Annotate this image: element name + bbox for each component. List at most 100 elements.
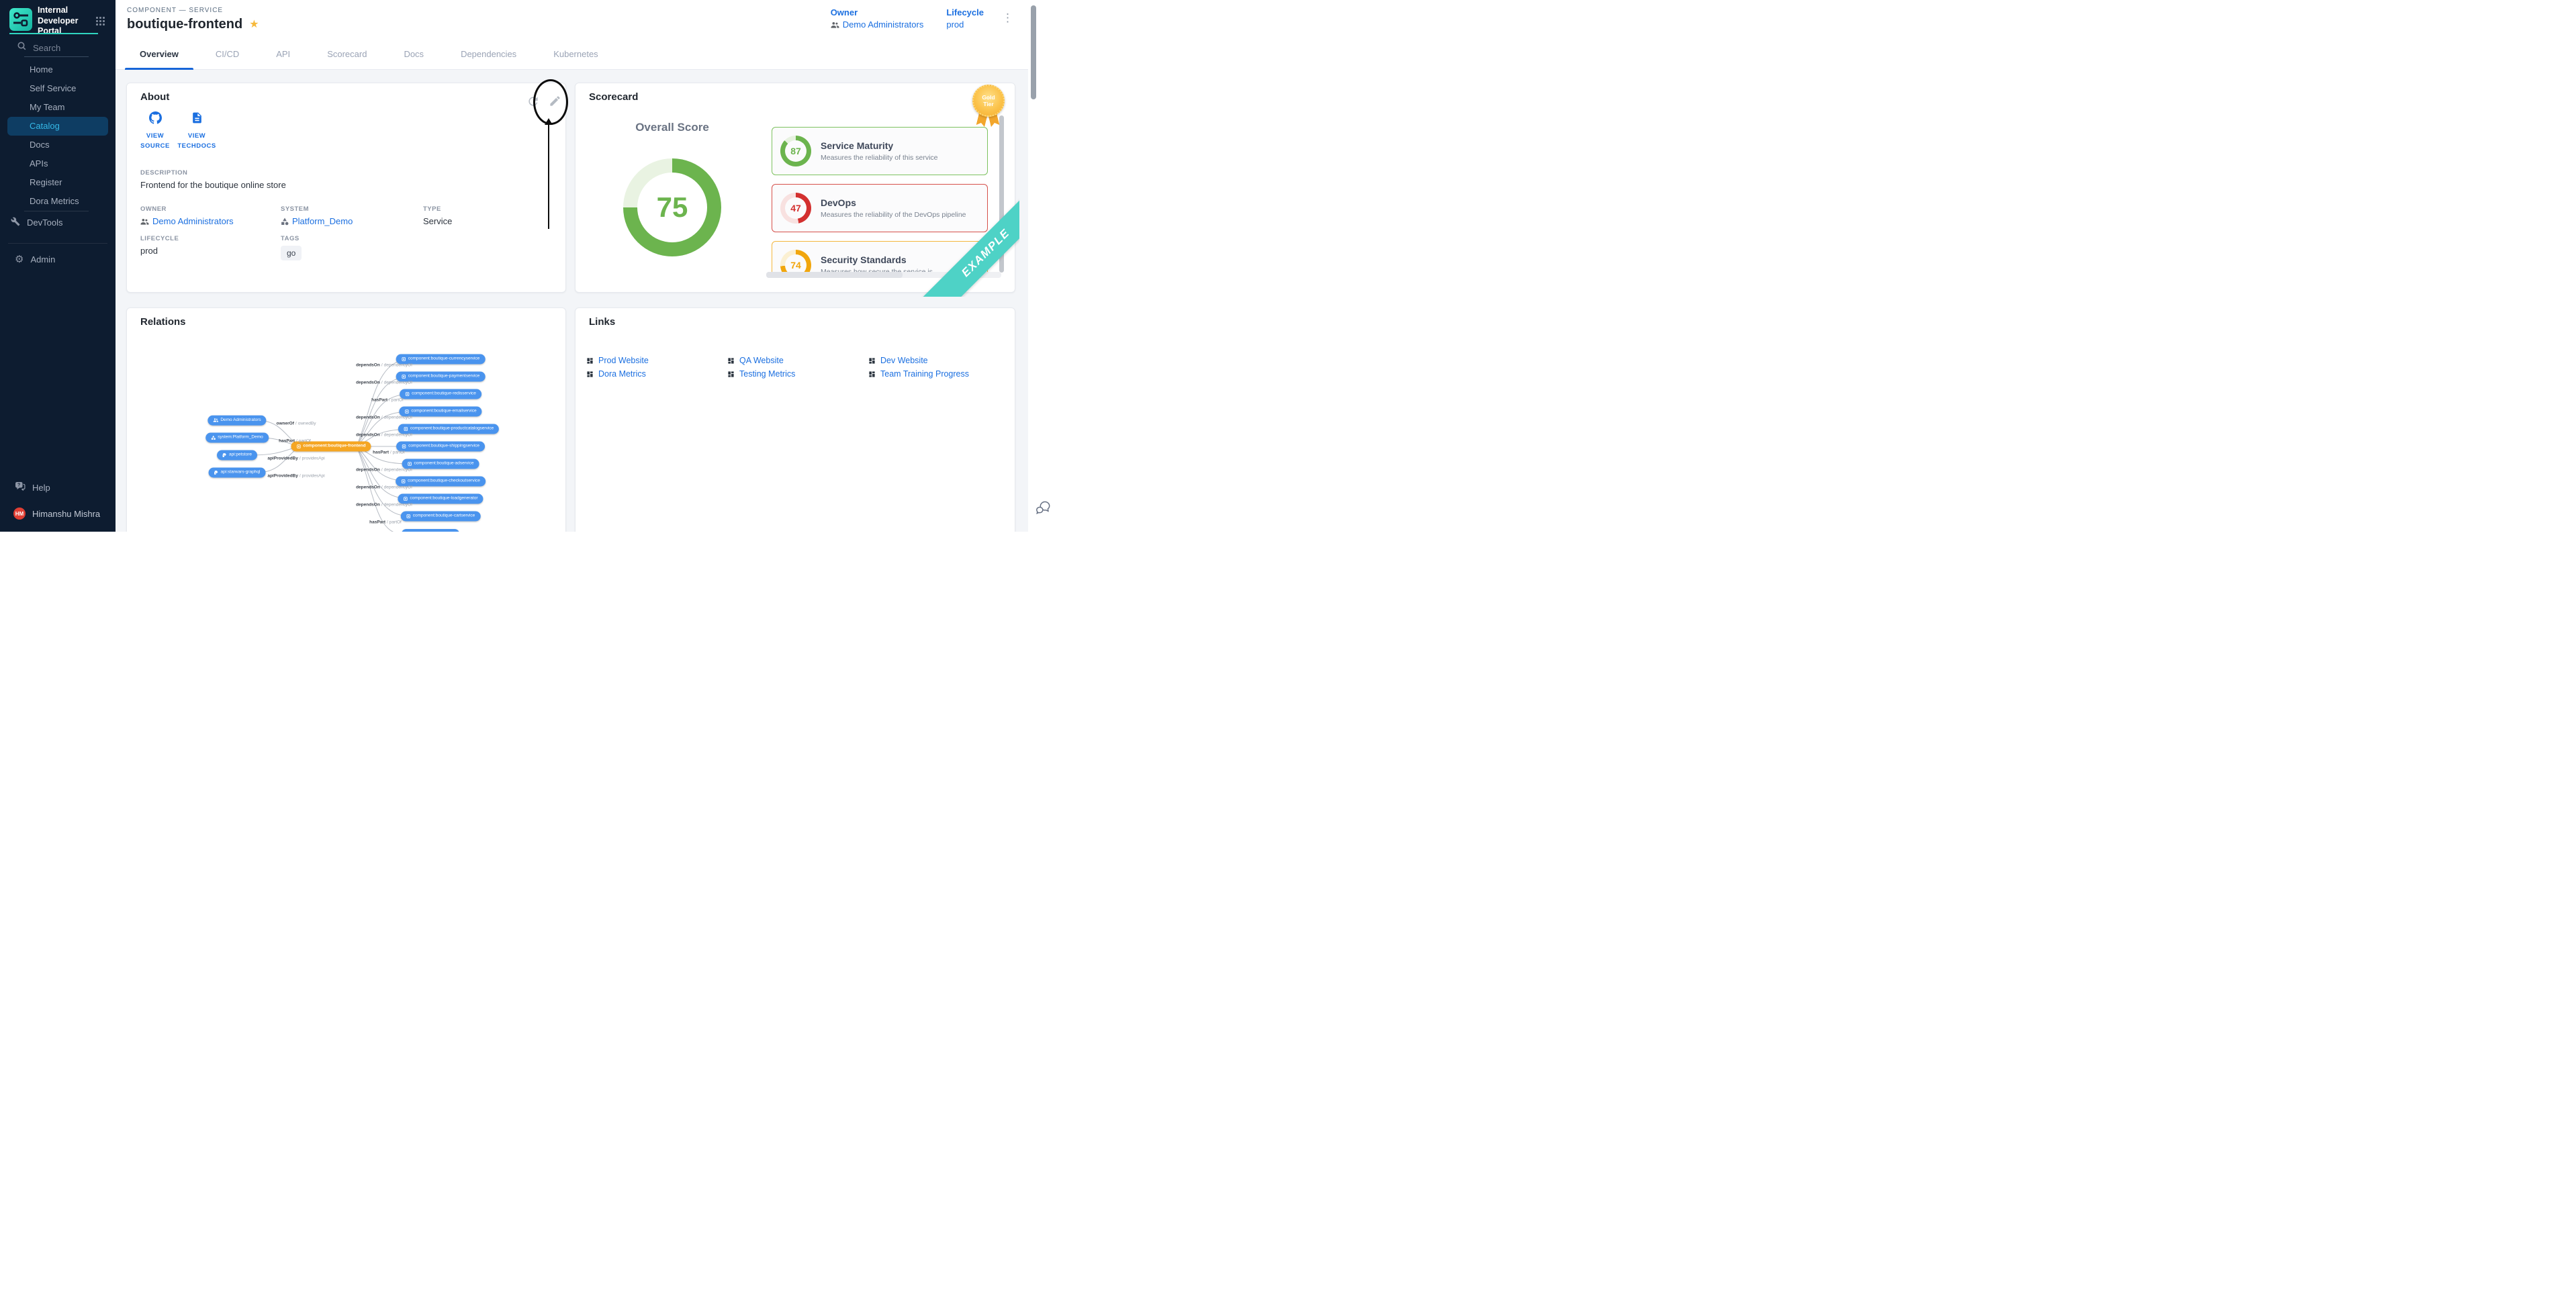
sidebar-item-docs[interactable]: Docs bbox=[0, 136, 116, 154]
edge-label: hasPart/partOf bbox=[371, 398, 404, 403]
admin-label: Admin bbox=[30, 254, 55, 264]
system-field-link[interactable]: Platform_Demo bbox=[281, 216, 353, 226]
graph-node-api-petstore[interactable]: api:petstore bbox=[217, 450, 257, 461]
view-techdocs-label: VIEW TECHDOCS bbox=[175, 131, 218, 151]
api-puzzle-icon bbox=[214, 471, 219, 475]
search-input[interactable] bbox=[32, 42, 92, 54]
link-dev-website[interactable]: Dev Website bbox=[868, 356, 1009, 365]
breadcrumb: COMPONENT — SERVICE bbox=[127, 7, 223, 14]
view-source-link[interactable]: VIEW SOURCE bbox=[134, 111, 177, 151]
sidebar-item-admin[interactable]: ⚙ Admin bbox=[0, 250, 116, 269]
tab-overview[interactable]: Overview bbox=[125, 38, 193, 69]
dashboard-icon bbox=[868, 357, 876, 365]
sidebar-item-self-service[interactable]: Self Service bbox=[0, 79, 116, 98]
graph-node-productcatalogservice[interactable]: component:boutique-productcatalogservice bbox=[398, 424, 499, 434]
sidebar-item-my-team[interactable]: My Team bbox=[0, 98, 116, 117]
gold-tier-medal: Gold Tier bbox=[972, 85, 1005, 117]
metric-name: DevOps bbox=[821, 197, 966, 208]
component-chip-icon bbox=[296, 444, 301, 449]
view-techdocs-link[interactable]: VIEW TECHDOCS bbox=[175, 111, 218, 151]
sidebar-item-help[interactable]: ? Help bbox=[0, 478, 116, 497]
search-row[interactable] bbox=[17, 42, 98, 54]
dashboard-icon bbox=[586, 371, 594, 378]
metric-card-security-standards[interactable]: 74 Security Standards Measures how secur… bbox=[772, 241, 988, 272]
dashboard-icon bbox=[727, 357, 735, 365]
sidebar-item-dora-metrics[interactable]: Dora Metrics bbox=[0, 192, 116, 211]
apps-grid-icon[interactable] bbox=[95, 16, 105, 26]
favorite-star-icon[interactable]: ★ bbox=[249, 19, 259, 30]
sidebar-item-catalog[interactable]: Catalog bbox=[7, 117, 108, 136]
page-title: boutique-frontend bbox=[127, 17, 242, 32]
links-title: Links bbox=[589, 316, 615, 328]
graph-node-cartservice[interactable]: component:boutique-cartservice bbox=[401, 512, 481, 522]
graph-node-adservice[interactable]: component:boutique-adservice bbox=[402, 459, 479, 469]
metric-list-vertical-scrollbar[interactable] bbox=[999, 115, 1004, 273]
user-menu[interactable]: HM Himanshu Mishra bbox=[0, 504, 116, 523]
svg-text:?: ? bbox=[17, 483, 20, 488]
metric-name: Service Maturity bbox=[821, 140, 938, 151]
tag-chip[interactable]: go bbox=[281, 246, 302, 260]
lifecycle-label: Lifecycle bbox=[946, 7, 984, 17]
owner-link[interactable]: Demo Administrators bbox=[831, 19, 924, 30]
graph-node-redisservice[interactable]: component:boutique-redisservice bbox=[400, 389, 481, 399]
search-underline bbox=[24, 56, 89, 57]
help-chat-icon: ? bbox=[15, 481, 26, 493]
sidebar-item-apis[interactable]: APIs bbox=[0, 154, 116, 173]
owner-label: Owner bbox=[831, 7, 924, 17]
metric-list-horizontal-scrollbar[interactable] bbox=[766, 272, 1001, 278]
tab-cicd[interactable]: CI/CD bbox=[201, 38, 254, 69]
sidebar-item-devtools[interactable]: DevTools bbox=[0, 213, 116, 232]
scorecard-metric-list: 87 Service Maturity Measures the reliabi… bbox=[772, 127, 988, 272]
user-name: Himanshu Mishra bbox=[32, 509, 100, 519]
tab-docs[interactable]: Docs bbox=[389, 38, 439, 69]
user-avatar: HM bbox=[13, 508, 26, 520]
edge-label: apiProvidedBy/providesApi bbox=[267, 456, 324, 461]
page-scrollbar-thumb[interactable] bbox=[1031, 5, 1036, 99]
edge-label: dependsOn/dependencyOf bbox=[356, 503, 412, 508]
link-team-training-progress[interactable]: Team Training Progress bbox=[868, 369, 1009, 379]
edge-label: dependsOn/dependencyOf bbox=[356, 381, 412, 385]
relations-card: Relations bbox=[126, 307, 566, 532]
tags-field-label: TAGS bbox=[281, 235, 302, 242]
metric-description: Measures the reliability of this service bbox=[821, 154, 938, 162]
entity-header: COMPONENT — SERVICE boutique-frontend ★ … bbox=[116, 0, 1028, 39]
metric-ring: 87 bbox=[780, 136, 811, 166]
link-qa-website[interactable]: QA Website bbox=[727, 356, 868, 365]
graph-node-clipped[interactable] bbox=[402, 529, 459, 532]
tab-dependencies[interactable]: Dependencies bbox=[446, 38, 531, 69]
link-prod-website[interactable]: Prod Website bbox=[586, 356, 727, 365]
overall-score-donut: 75 bbox=[623, 158, 721, 256]
about-title: About bbox=[140, 91, 169, 103]
dashboard-icon bbox=[727, 371, 735, 378]
relations-graph: Demo Administrators system:Platform_Demo… bbox=[127, 308, 565, 532]
tab-kubernetes[interactable]: Kubernetes bbox=[539, 38, 613, 69]
api-puzzle-icon bbox=[222, 453, 227, 458]
sidebar-accent-divider bbox=[9, 33, 98, 34]
help-label: Help bbox=[32, 483, 50, 493]
edge-label: hasPart/partOf bbox=[369, 520, 402, 525]
metric-card-service-maturity[interactable]: 87 Service Maturity Measures the reliabi… bbox=[772, 127, 988, 175]
link-testing-metrics[interactable]: Testing Metrics bbox=[727, 369, 868, 379]
kebab-menu-icon[interactable]: ⋮ bbox=[1002, 11, 1013, 25]
tab-scorecard[interactable]: Scorecard bbox=[312, 38, 381, 69]
graph-node-api-starwars[interactable]: api:starwars-graphql bbox=[209, 468, 266, 478]
sidebar-item-home[interactable]: Home bbox=[0, 60, 116, 79]
gold-tier-badge: Gold Tier bbox=[972, 85, 1005, 133]
edge-label: ownerOf/ownedBy bbox=[277, 422, 316, 426]
logo-row[interactable]: Internal Developer Portal bbox=[9, 5, 107, 37]
graph-node-shippingservice[interactable]: component:boutique-shippingservice bbox=[396, 442, 485, 452]
owner-field-link[interactable]: Demo Administrators bbox=[140, 216, 234, 226]
sidebar-nav: Home Self Service My Team Catalog Docs A… bbox=[0, 60, 116, 211]
graph-node-system[interactable]: system:Platform_Demo bbox=[205, 433, 269, 443]
sidebar-item-register[interactable]: Register bbox=[0, 173, 116, 192]
metric-ring: 74 bbox=[780, 250, 811, 272]
chat-bubbles-icon[interactable] bbox=[1036, 501, 1051, 518]
graph-node-owner-group[interactable]: Demo Administrators bbox=[208, 416, 266, 426]
dashboard-icon bbox=[586, 357, 594, 365]
header-owner-block: Owner Demo Administrators bbox=[831, 7, 924, 30]
link-dora-metrics[interactable]: Dora Metrics bbox=[586, 369, 727, 379]
edge-label: hasPart/partOf bbox=[279, 439, 311, 444]
tab-api[interactable]: API bbox=[261, 38, 305, 69]
metric-card-devops[interactable]: 47 DevOps Measures the reliability of th… bbox=[772, 184, 988, 232]
group-icon bbox=[213, 418, 218, 422]
